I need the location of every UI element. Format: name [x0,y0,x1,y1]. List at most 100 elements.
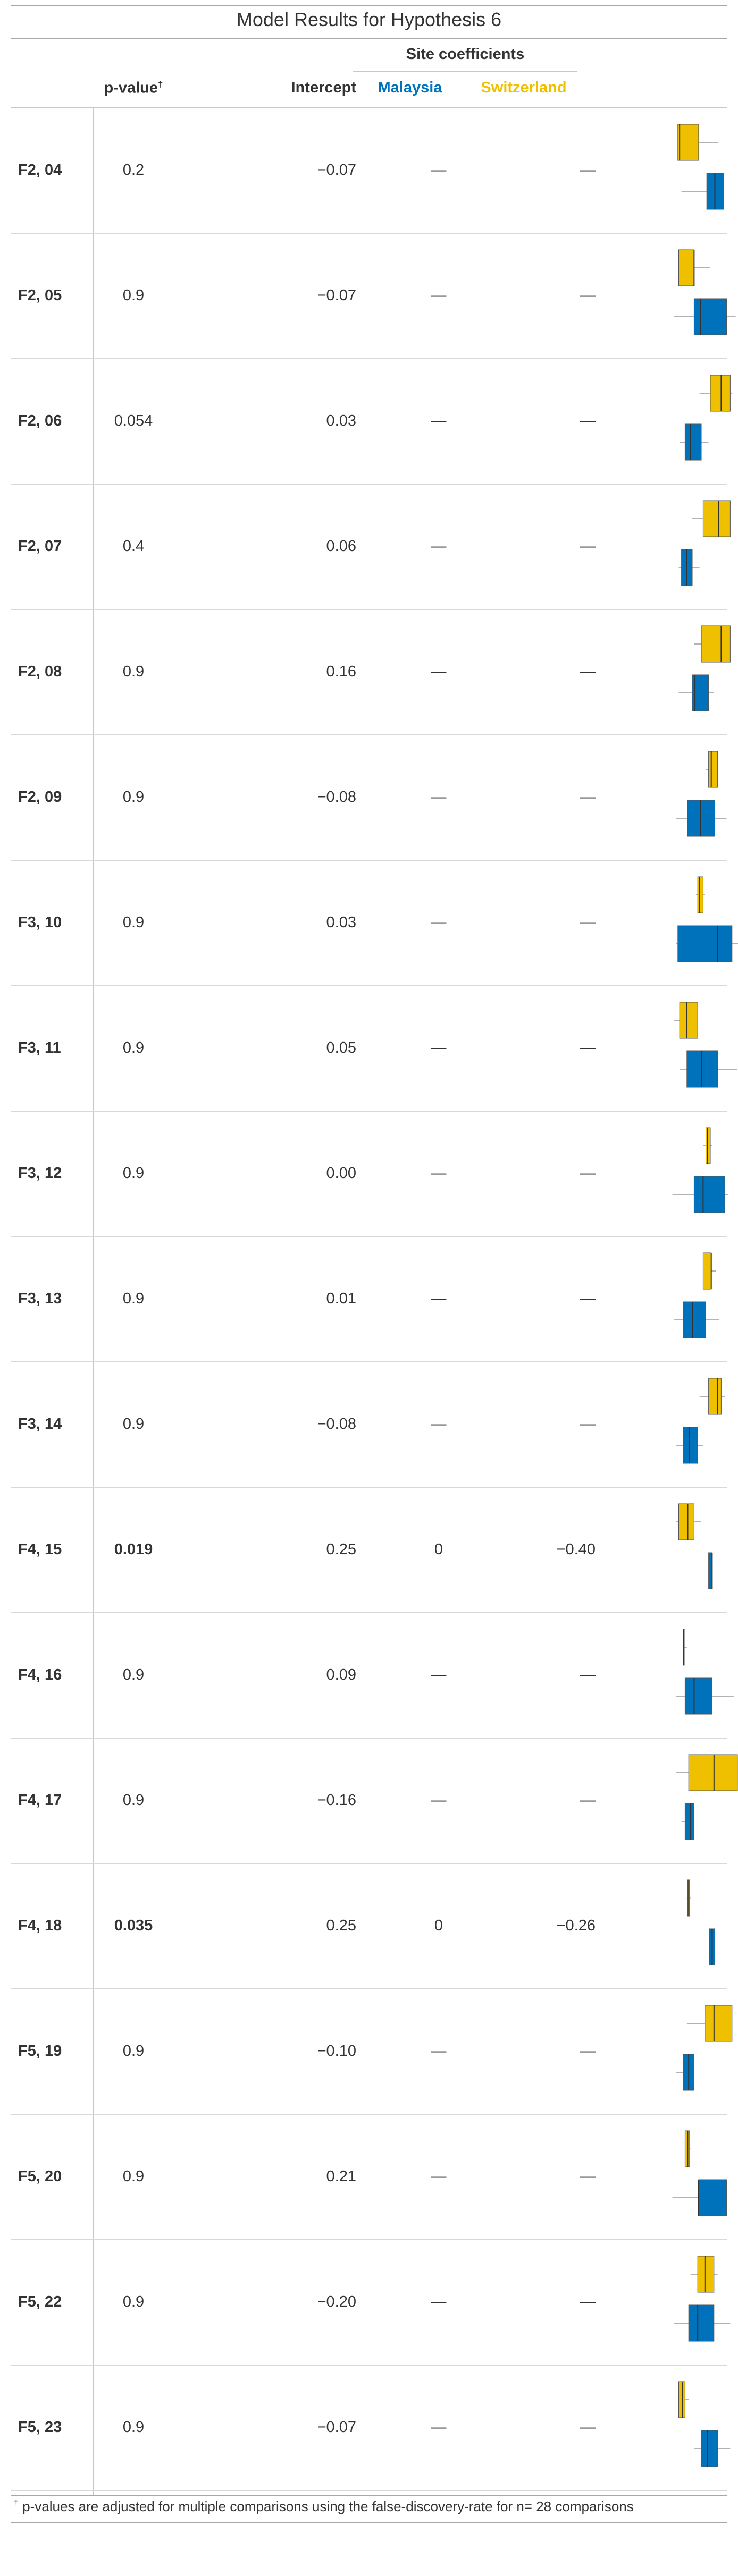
malaysia-iqr [683,1301,706,1338]
table-row: F3, 13 0.9 0.01 — — [11,1236,727,1362]
malaysia-coef-cell: — [431,162,447,179]
pvalue-header-label: p-value [104,79,158,97]
col-header-intercept: Intercept [291,79,356,96]
switzerland-coef-cell: — [580,538,596,555]
switzerland-iqr [679,1002,698,1039]
malaysia-coef-cell: — [431,1416,447,1433]
malaysia-box [680,1050,737,1088]
row-label: F2, 04 [18,162,62,179]
switzerland-box [699,1378,725,1415]
malaysia-iqr [688,2304,715,2342]
malaysia-coef-cell: 0 [434,1541,443,1558]
switzerland-coef-cell: — [580,287,596,304]
row-label: F3, 10 [18,914,62,931]
malaysia-iqr [684,1803,694,1840]
boxplot [676,1629,734,1715]
malaysia-coef-cell: — [431,2419,447,2436]
pvalue-cell: 0.9 [122,1792,145,1809]
table-row: F2, 04 0.2 −0.07 — — [11,107,727,234]
intercept-cell: −0.10 [317,2043,356,2060]
malaysia-box [694,2430,731,2467]
pvalue-cell: 0.035 [114,1917,153,1934]
intercept-cell: 0.03 [326,914,356,931]
malaysia-coef-cell: — [431,1165,447,1182]
switzerland-iqr [708,751,718,788]
malaysia-box [674,2304,731,2342]
row-label: F2, 09 [18,789,62,806]
switzerland-coef-cell: — [580,1165,596,1182]
malaysia-coef-cell: — [431,287,447,304]
malaysia-coef-cell: — [431,1039,447,1056]
switzerland-coef-cell: — [580,2168,596,2185]
table-row: F2, 08 0.9 0.16 — — [11,609,731,735]
malaysia-coef-cell: — [431,2293,447,2310]
row-label: F5, 20 [18,2168,62,2185]
row-label: F2, 05 [18,287,62,304]
malaysia-coef-cell: 0 [434,1917,443,1934]
intercept-cell: −0.16 [317,1792,356,1809]
table-row: F3, 10 0.9 0.03 — — [11,860,738,986]
malaysia-iqr [701,2430,718,2467]
switzerland-coef-cell: — [580,1416,596,1433]
malaysia-iqr [708,1552,712,1589]
boxplot [678,625,731,711]
boxplot [677,124,724,210]
table-row: F5, 23 0.9 −0.07 — — [11,2365,731,2491]
pvalue-cell: 0.9 [122,2168,145,2185]
pvalue-cell: 0.9 [122,2043,145,2060]
switzerland-coef-cell: — [580,162,596,179]
malaysia-box [709,1928,716,1965]
malaysia-coef-cell: — [431,1290,447,1307]
switzerland-box [699,375,732,412]
switzerland-coef-cell: — [580,789,596,806]
boxplot [676,1754,738,1840]
switzerland-box [686,1879,691,1917]
intercept-cell: 0.25 [326,1541,356,1558]
switzerland-iqr [710,375,731,412]
table-row: F5, 20 0.9 0.21 — — [11,2114,727,2240]
boxplot [676,876,738,962]
switzerland-iqr [705,2005,733,2042]
boxplot [672,1127,728,1213]
intercept-cell: −0.08 [317,789,356,806]
malaysia-box [708,1552,713,1589]
pvalue-cell: 0.9 [122,663,145,680]
switzerland-iqr [702,1252,712,1290]
table-bottom-rule [11,2495,727,2496]
switzerland-iqr [708,1378,722,1415]
footnote-mark: † [14,2499,19,2509]
malaysia-box [676,2054,694,2091]
malaysia-iqr [693,1176,725,1213]
switzerland-box [694,625,731,663]
stub-divider [93,107,94,2495]
intercept-cell: −0.07 [317,287,356,304]
malaysia-coef-cell: — [431,2043,447,2060]
pvalue-cell: 0.4 [122,538,145,555]
switzerland-iqr [697,876,703,913]
pvalue-cell: 0.9 [122,1416,145,1433]
switzerland-coef-cell: — [580,412,596,429]
malaysia-box [674,1301,719,1338]
row-label: F3, 13 [18,1290,62,1307]
malaysia-box [678,549,700,586]
pvalue-footnote-mark: † [158,79,163,89]
table-row: F2, 09 0.9 −0.08 — — [11,734,727,861]
switzerland-coef-cell: −0.40 [556,1541,596,1558]
row-label: F4, 15 [18,1541,62,1558]
switzerland-box [674,1002,698,1039]
pvalue-cell: 0.9 [122,2293,145,2310]
boxplot [676,1378,725,1464]
switzerland-coef-cell: — [580,2043,596,2060]
spanner-underline [353,71,577,72]
boxplot [674,1252,719,1338]
pvalue-cell: 0.9 [122,2419,145,2436]
row-label: F4, 16 [18,1666,62,1683]
table-row: F3, 14 0.9 −0.08 — — [11,1361,727,1488]
switzerland-box [676,1754,738,1791]
malaysia-box [680,423,709,461]
malaysia-iqr [686,1050,718,1088]
switzerland-iqr [702,500,731,537]
malaysia-coef-cell: — [431,538,447,555]
spanner-site-coefficients: Site coefficients [406,46,525,63]
boxplot [678,500,731,586]
